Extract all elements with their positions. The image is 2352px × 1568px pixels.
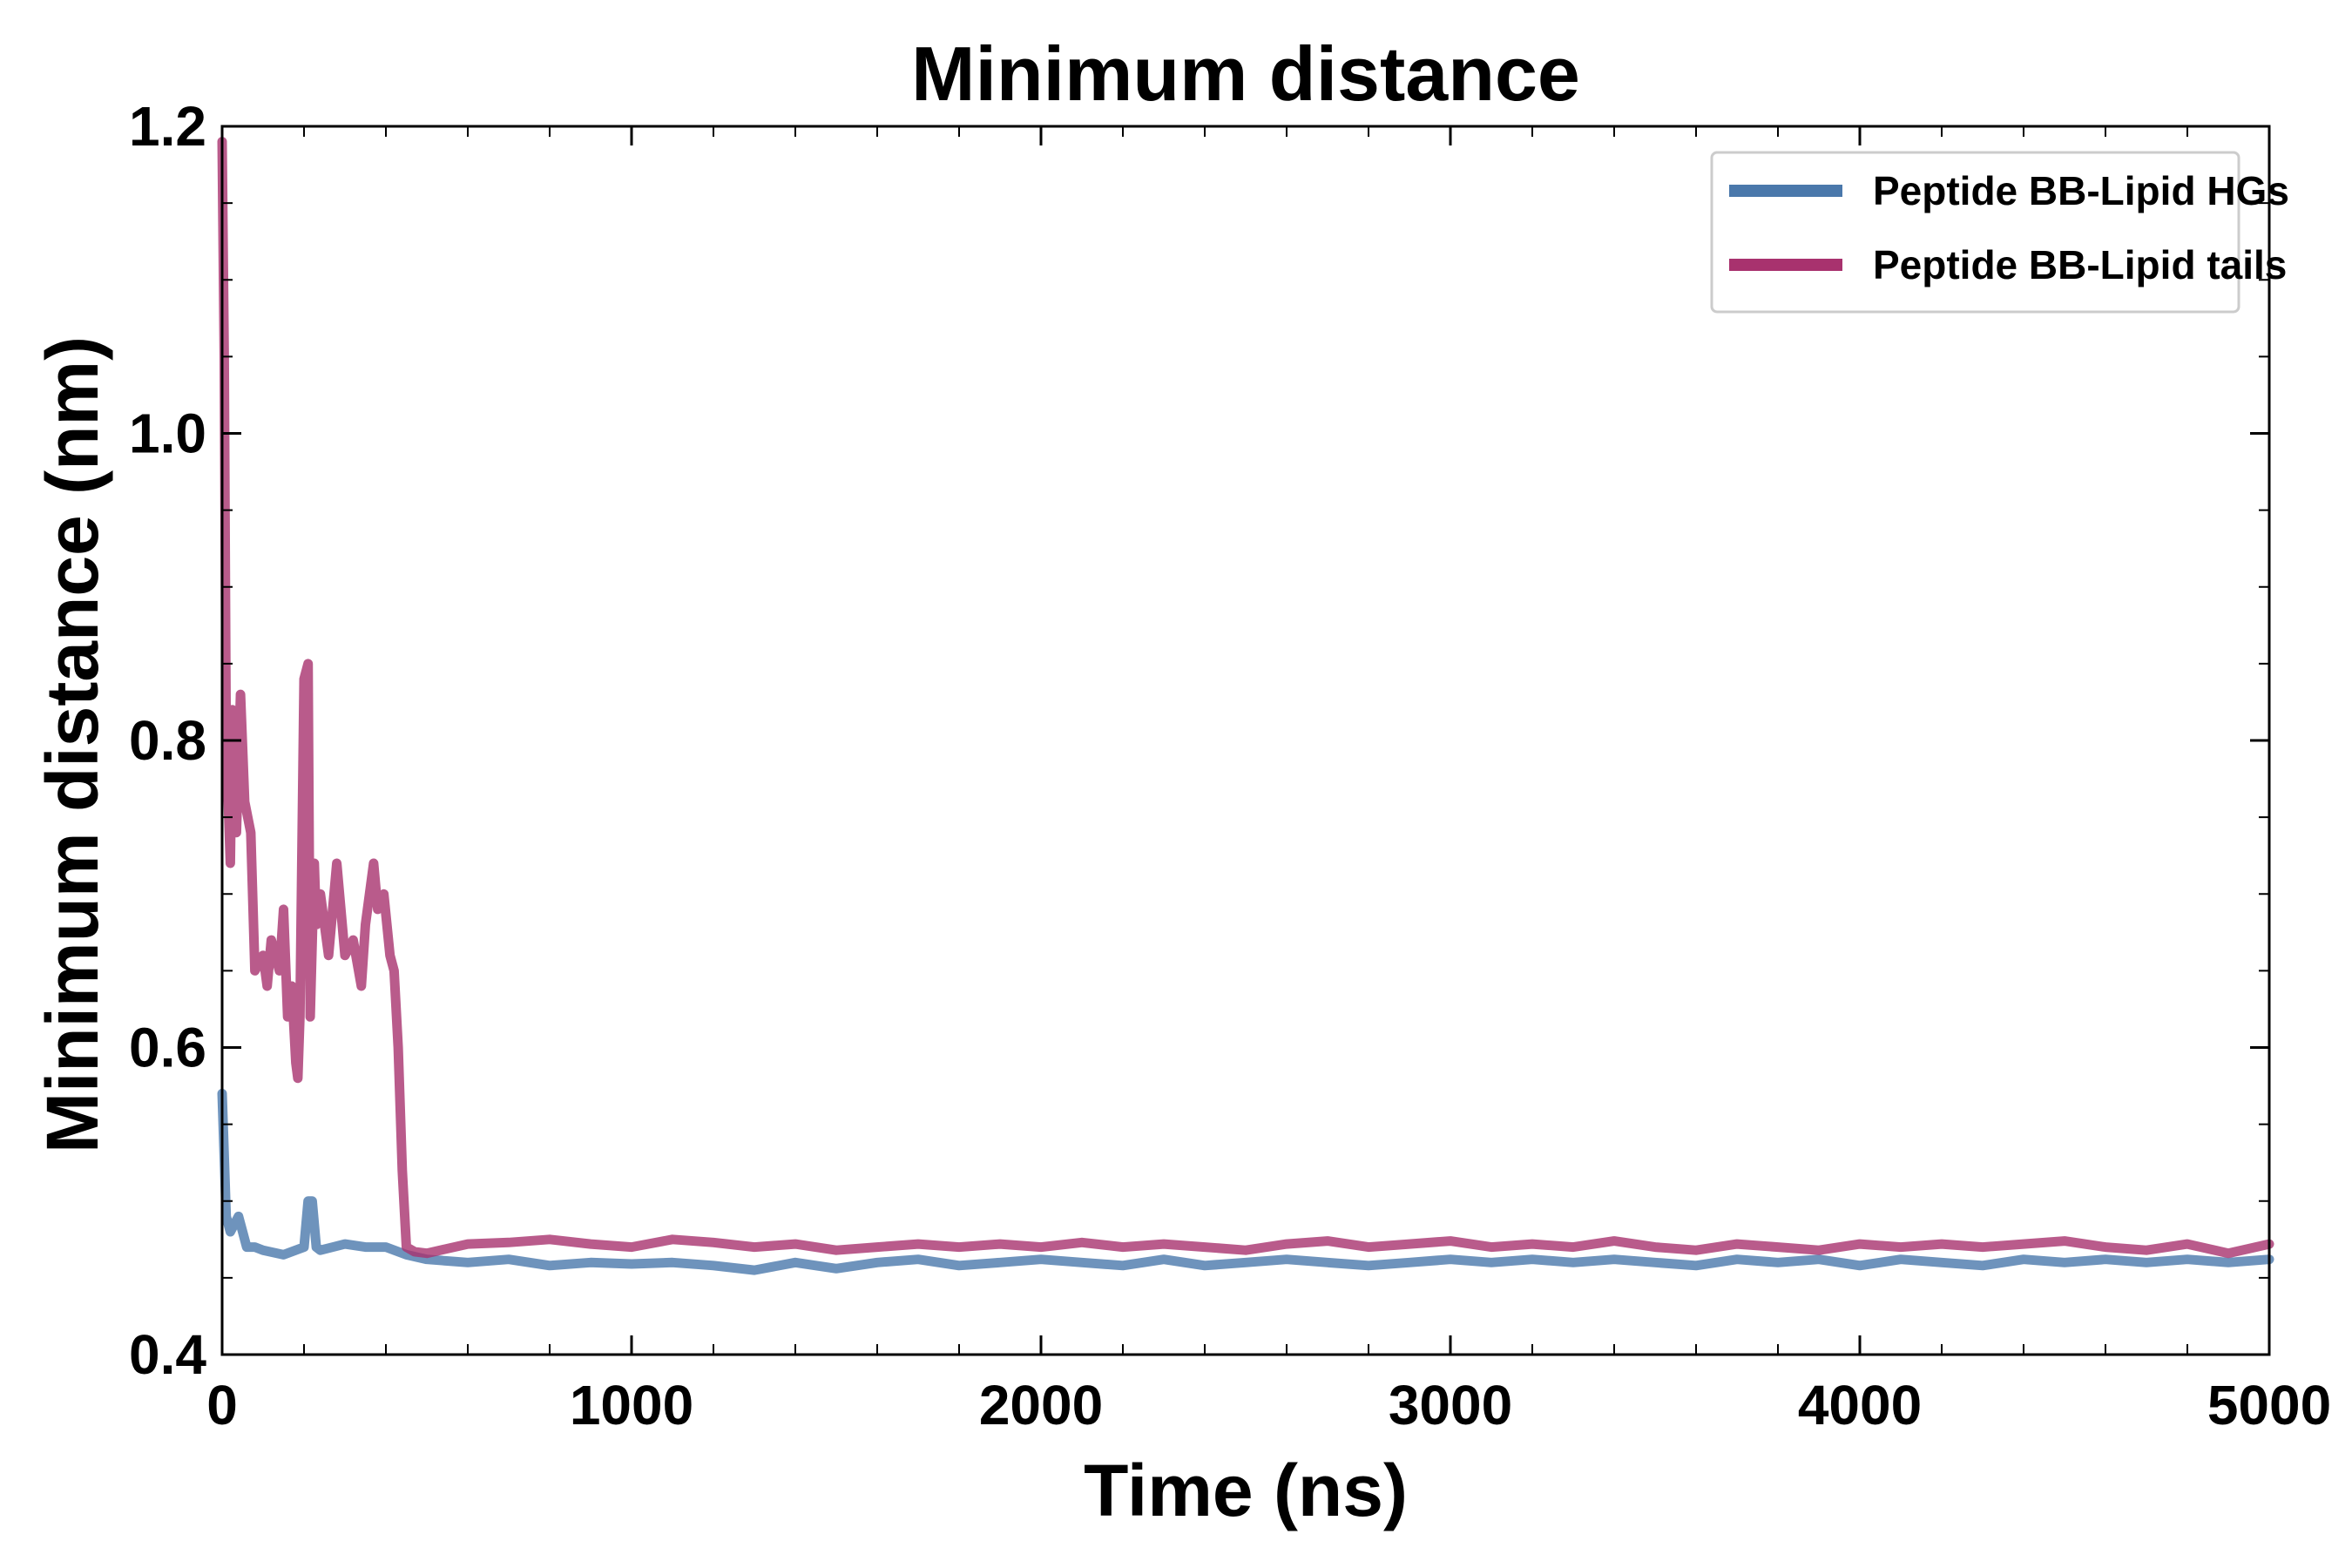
y-axis-label: Minimum distance (nm) — [31, 336, 113, 1153]
legend: Peptide BB-Lipid HGs Peptide BB-Lipid ta… — [1710, 151, 2289, 314]
y-tick-label: 0.4 — [129, 1323, 206, 1386]
x-axis-label: Time (ns) — [1084, 1450, 1408, 1531]
y-tick-label: 0.6 — [129, 1017, 206, 1079]
x-tick-label: 0 — [206, 1374, 238, 1436]
legend-box — [1710, 151, 2240, 314]
y-tick-label: 1.0 — [129, 402, 206, 465]
ticks-layer: 0 1000 2000 3000 4000 5000 0.4 0.6 0.8 1.0 1.2 — [129, 95, 2331, 1436]
legend-label-tails: Peptide BB-Lipid tails — [1873, 242, 2287, 287]
legend-label-hgs: Peptide BB-Lipid HGs — [1873, 168, 2289, 213]
x-tick-label: 4000 — [1798, 1374, 1922, 1436]
y-tick-label: 0.8 — [129, 709, 206, 772]
x-tick-label: 3000 — [1389, 1374, 1512, 1436]
x-tick-label: 1000 — [570, 1374, 693, 1436]
chart-title: Minimum distance — [911, 30, 1580, 117]
x-tick-label: 5000 — [2207, 1374, 2331, 1436]
plot-frame — [220, 125, 2271, 1356]
x-tick-label: 2000 — [979, 1374, 1103, 1436]
y-tick-label: 1.2 — [129, 95, 206, 158]
series-line-tails — [217, 137, 2274, 1259]
series-line-hgs — [217, 1088, 2274, 1275]
series-layer — [217, 137, 2274, 1275]
